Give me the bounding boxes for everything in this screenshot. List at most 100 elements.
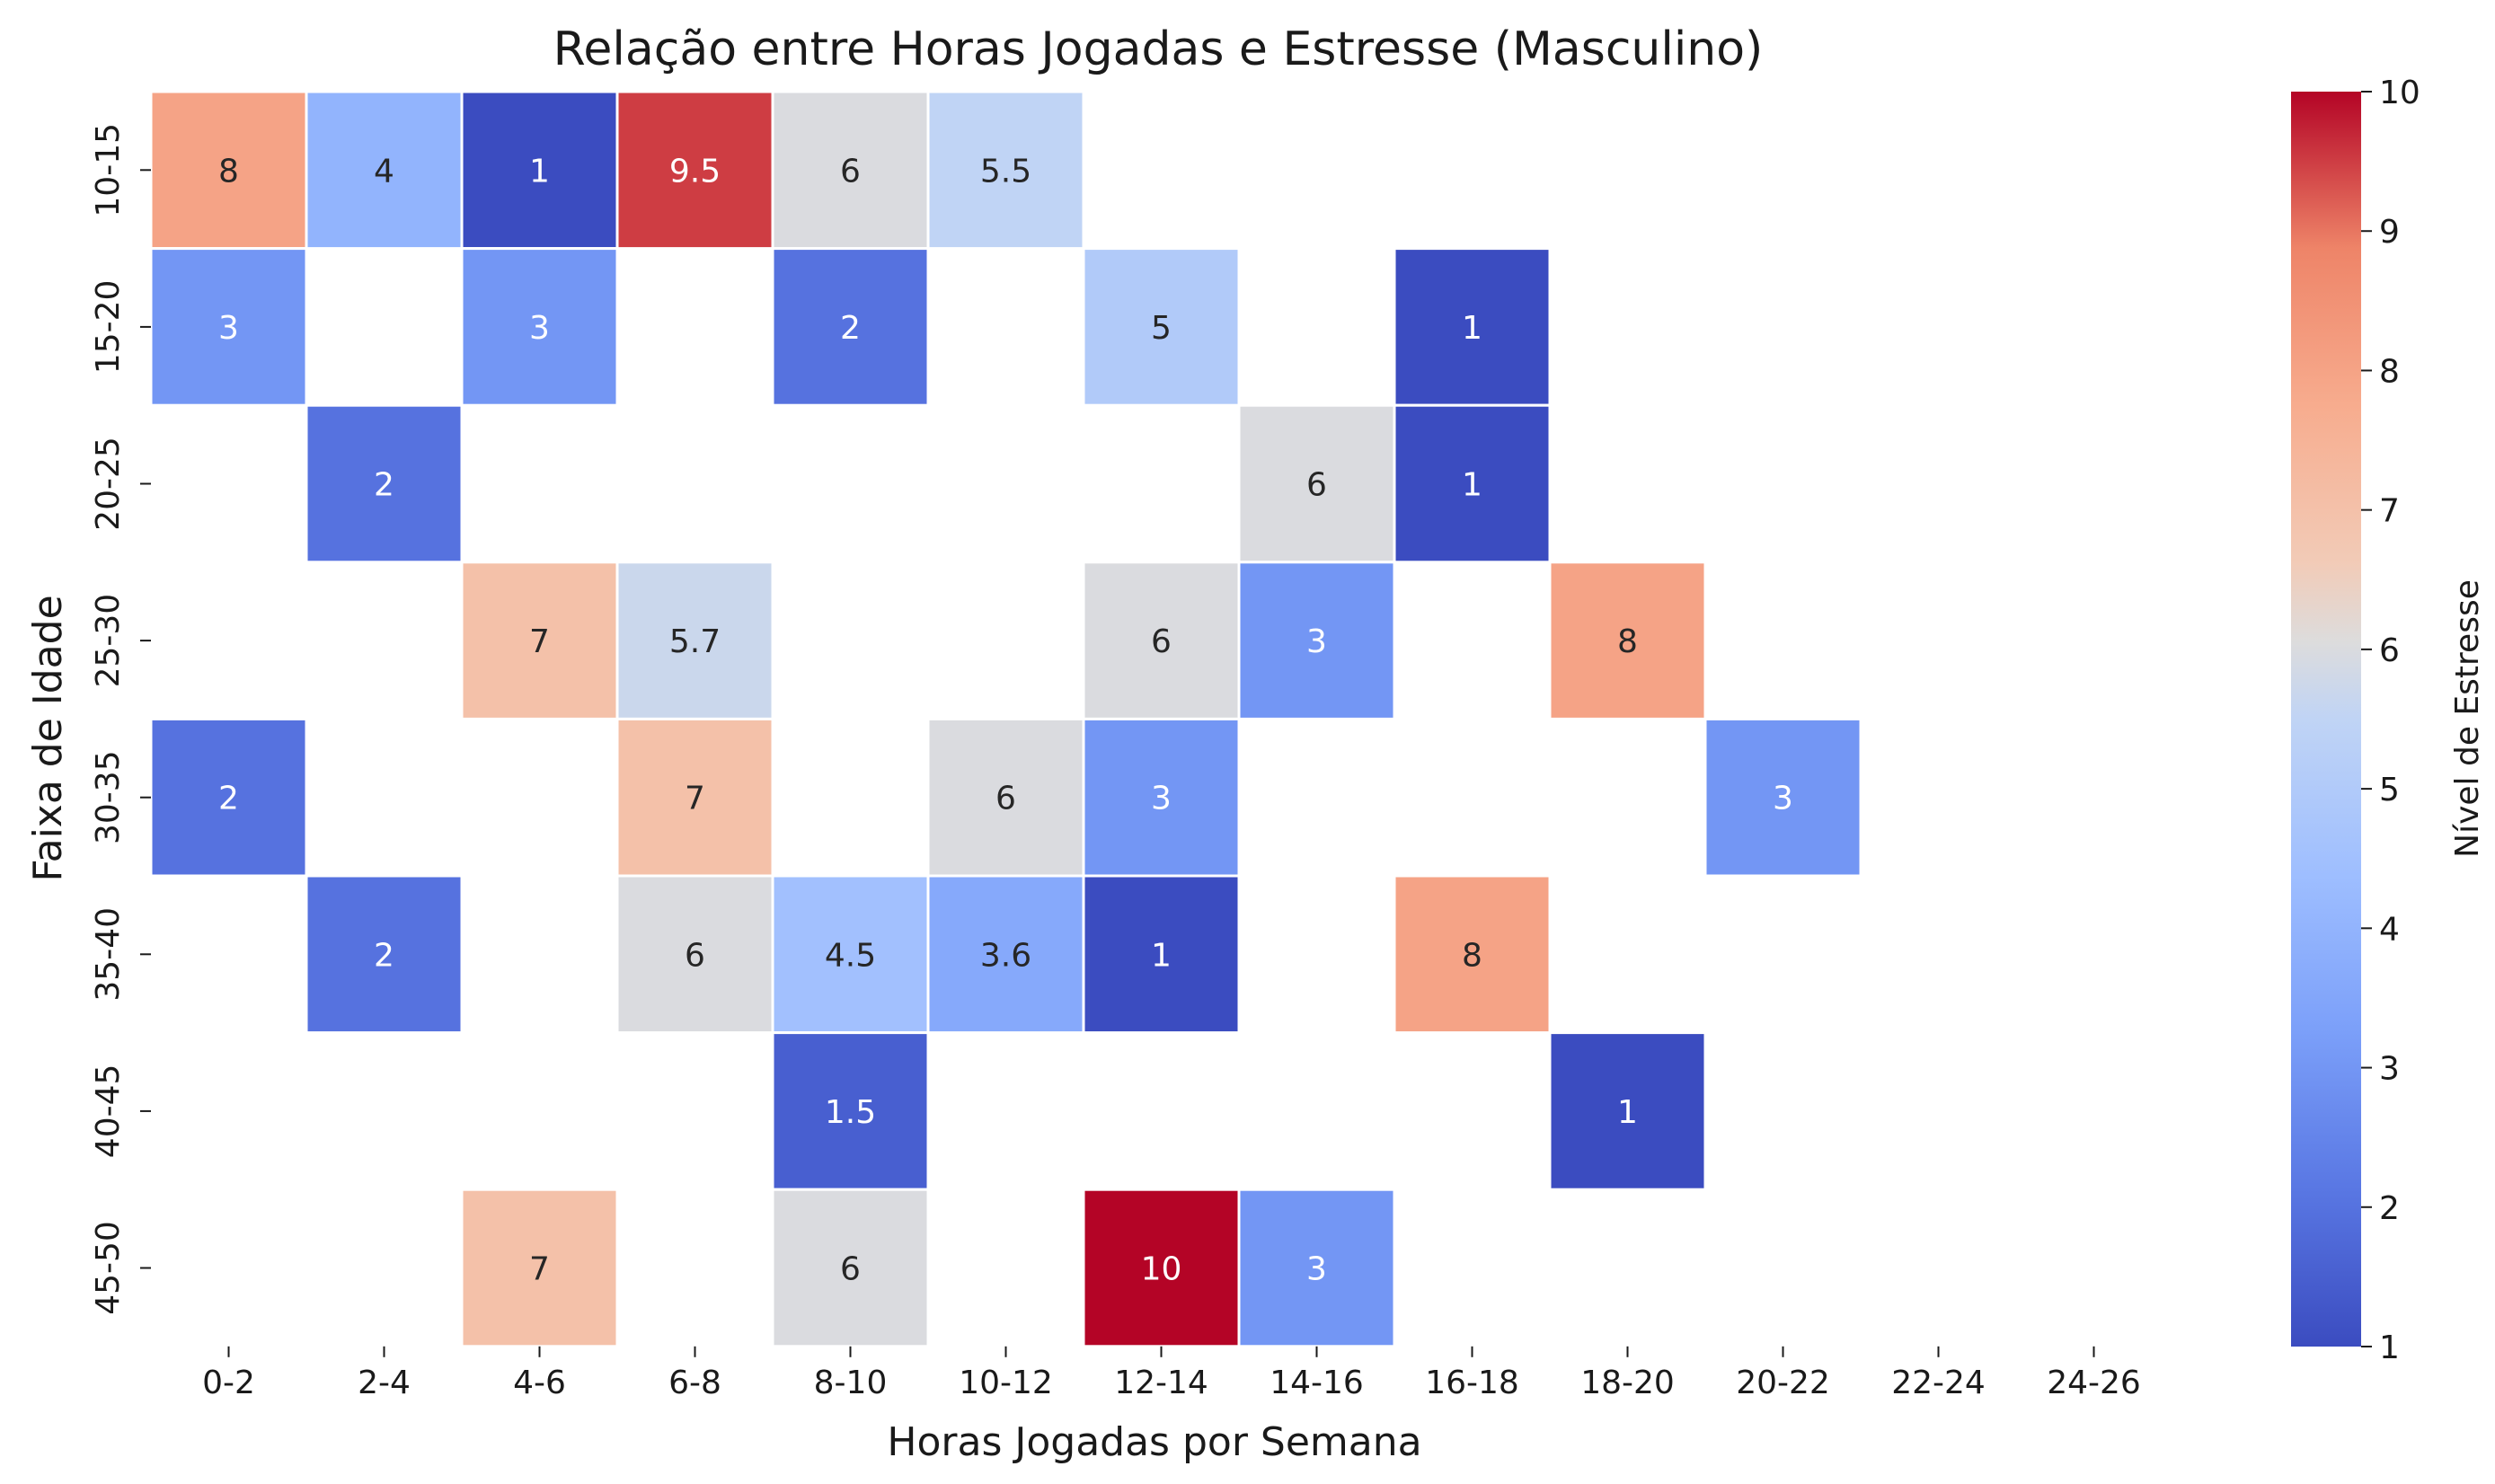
colorbar-tick-label: 7 (2379, 493, 2400, 530)
cell-value-label: 9.5 (669, 153, 721, 190)
cell-value-label: 3 (218, 310, 239, 347)
heatmap-cell (1082, 247, 1241, 407)
y-tick-label: 40-45 (90, 1064, 127, 1159)
cell-value-label: 2 (374, 467, 394, 504)
heatmap-cell (149, 247, 308, 407)
heatmap-cell (460, 1188, 619, 1348)
heatmap-cell (305, 90, 464, 251)
y-tick-label: 35-40 (90, 907, 127, 1002)
colorbar-tick-label: 5 (2379, 772, 2400, 808)
heatmap-cell (1237, 561, 1396, 720)
colorbar-ticks: 1 2 3 4 5 6 7 8 9 10 (2361, 75, 2420, 1366)
cell-value-label: 1 (1151, 937, 1172, 974)
cell-value-label: 3 (1306, 1251, 1327, 1288)
x-tick-label: 16-18 (1425, 1365, 1519, 1401)
colorbar-tick-label: 6 (2379, 632, 2400, 669)
cell-value-label: 1 (529, 153, 550, 190)
heatmap-cell (460, 90, 619, 251)
y-tick-label: 45-50 (90, 1221, 127, 1315)
heatmap-cell (1548, 561, 1707, 720)
colorbar-tick-label: 3 (2379, 1051, 2400, 1088)
heatmap-cell (149, 717, 308, 878)
heatmap-cells: 8 4 1 9.5 6 5.5 3 3 2 5 1 2 6 1 7 5.7 6 3 8 2 7 6 3 3 2 6 4.5 3.6 1 8… (149, 90, 1862, 1348)
cell-value-label: 5.5 (980, 153, 1031, 190)
heatmap-cell (1082, 874, 1241, 1035)
heatmap-cell (926, 717, 1085, 878)
cell-value-label: 6 (840, 153, 861, 190)
cell-value-label: 1.5 (825, 1094, 876, 1131)
y-tick-label: 10-15 (90, 123, 127, 217)
heatmap-cell (1082, 1188, 1241, 1348)
cell-value-label: 6 (685, 937, 705, 974)
heatmap-cell (460, 247, 619, 407)
cell-value-label: 5.7 (669, 623, 721, 660)
heatmap-cell (1393, 403, 1552, 564)
y-tick-label: 30-35 (90, 750, 127, 844)
cell-value-label: 1 (1617, 1094, 1638, 1131)
heatmap-cell (1082, 717, 1241, 878)
x-tick-label: 0-2 (202, 1365, 255, 1401)
cell-value-label: 2 (840, 310, 861, 347)
cell-value-label: 3 (1151, 781, 1172, 817)
cell-value-label: 3 (1773, 781, 1793, 817)
cell-value-label: 5 (1151, 310, 1172, 347)
x-axis-label: Horas Jogadas por Semana (887, 1419, 1421, 1465)
heatmap-cell (1393, 874, 1552, 1035)
cell-value-label: 8 (1617, 623, 1638, 660)
colorbar-tick-label: 10 (2379, 75, 2420, 111)
x-tick-label: 20-22 (1736, 1365, 1830, 1401)
cell-value-label: 3 (1306, 623, 1327, 660)
colorbar-tick-label: 4 (2379, 911, 2400, 948)
cell-value-label: 8 (218, 153, 239, 190)
heatmap-cell (771, 1188, 930, 1348)
cell-value-label: 1 (1462, 310, 1482, 347)
cell-value-label: 6 (840, 1251, 861, 1288)
heatmap-cell (926, 90, 1085, 251)
heatmap-cell (771, 247, 930, 407)
colorbar-label: Nível de Estresse (2449, 579, 2486, 858)
x-tick-label: 6-8 (668, 1365, 721, 1401)
heatmap-cell (1548, 1031, 1707, 1191)
y-tick-label: 15-20 (90, 280, 127, 375)
cell-value-label: 6 (1151, 623, 1172, 660)
x-tick-label: 10-12 (959, 1365, 1053, 1401)
cell-value-label: 2 (218, 781, 239, 817)
colorbar: 1 2 3 4 5 6 7 8 9 10 Nível de Estresse (2291, 75, 2486, 1366)
x-tick-label: 22-24 (1891, 1365, 1986, 1401)
cell-value-label: 1 (1462, 467, 1482, 504)
heatmap-cell (1082, 561, 1241, 720)
x-tick-label: 24-26 (2047, 1365, 2141, 1401)
heatmap-cell (1237, 1188, 1396, 1348)
y-axis-label: Faixa de Idade (25, 595, 71, 881)
chart-title: Relação entre Horas Jogadas e Estresse (… (553, 22, 1764, 76)
colorbar-tick-label: 8 (2379, 353, 2400, 390)
x-tick-label: 4-6 (513, 1365, 566, 1401)
cell-value-label: 3.6 (980, 937, 1031, 974)
cell-value-label: 2 (374, 937, 394, 974)
cell-value-label: 10 (1141, 1251, 1182, 1288)
cell-value-label: 8 (1462, 937, 1482, 974)
heatmap-cell (305, 874, 464, 1035)
cell-value-label: 7 (685, 781, 705, 817)
heatmap-cell (149, 90, 308, 251)
x-tick-label: 2-4 (358, 1365, 411, 1401)
heatmap-cell (1393, 247, 1552, 407)
x-tick-label: 8-10 (814, 1365, 888, 1401)
y-axis: 10-15 15-20 20-25 25-30 30-35 35-40 40-45 45-50 (90, 123, 151, 1315)
colorbar-gradient (2291, 92, 2361, 1347)
x-tick-label: 12-14 (1114, 1365, 1208, 1401)
x-tick-label: 18-20 (1580, 1365, 1675, 1401)
cell-value-label: 3 (529, 310, 550, 347)
y-tick-label: 25-30 (90, 594, 127, 688)
heatmap-cell (615, 561, 774, 720)
heatmap-cell (771, 1031, 930, 1191)
y-tick-label: 20-25 (90, 437, 127, 531)
cell-value-label: 7 (529, 623, 550, 660)
colorbar-tick-label: 2 (2379, 1190, 2400, 1227)
cell-value-label: 6 (1306, 467, 1327, 504)
cell-value-label: 6 (995, 781, 1016, 817)
colorbar-tick-label: 9 (2379, 214, 2400, 251)
cell-value-label: 7 (529, 1251, 550, 1288)
x-tick-label: 14-16 (1270, 1365, 1364, 1401)
